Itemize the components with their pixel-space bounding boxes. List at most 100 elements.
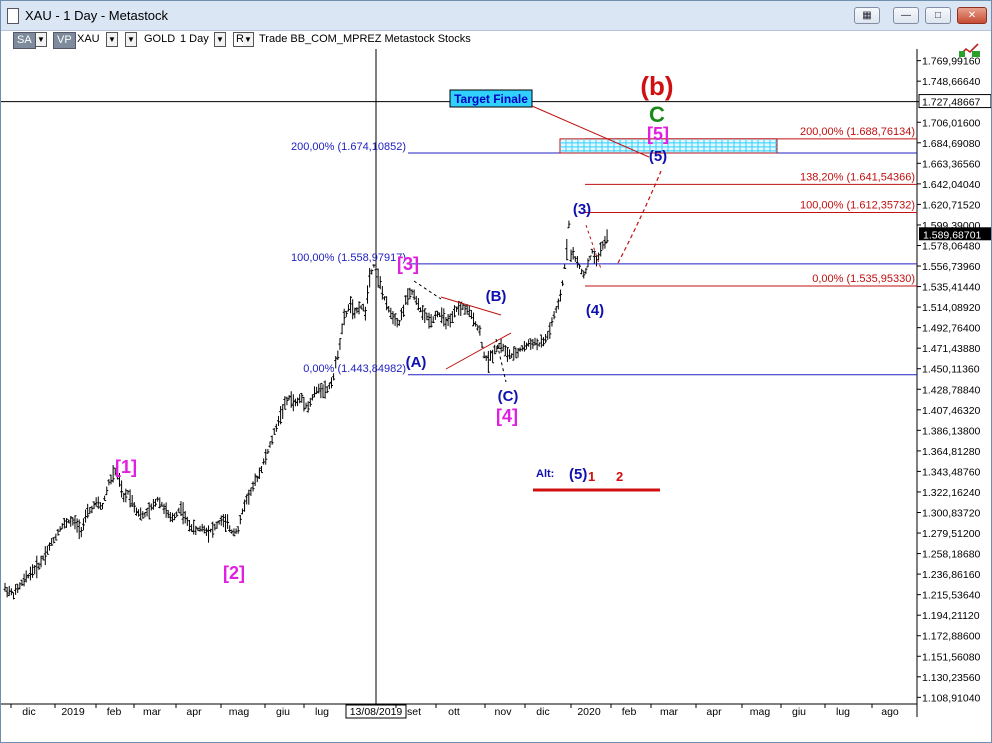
price-bar (344, 310, 348, 318)
price-bar (537, 342, 541, 347)
price-bar (60, 523, 64, 530)
price-bar (262, 458, 266, 465)
alt-num1-label: 1 (588, 469, 595, 484)
wave-label: (C) (498, 388, 519, 405)
x-tick-label: apr (186, 706, 202, 718)
price-bar (31, 564, 35, 578)
price-bar (378, 276, 382, 290)
price-bar (321, 384, 325, 399)
price-bar (474, 321, 478, 327)
wave-label: (b) (640, 71, 673, 101)
price-bar (359, 305, 363, 310)
price-bar (98, 502, 102, 510)
sa-dropdown-icon[interactable]: ▼ (35, 32, 47, 47)
price-bar (463, 304, 467, 315)
x-tick-label: feb (107, 706, 122, 718)
price-bar (544, 334, 548, 344)
restore-alt-button[interactable]: ▦ (854, 7, 880, 24)
price-bar (518, 347, 522, 352)
price-bar (306, 401, 310, 413)
name-dropdown-icon[interactable]: ▼ (125, 32, 137, 47)
price-bar (228, 525, 232, 533)
x-tick-label: ago (881, 706, 899, 718)
price-bar (366, 285, 370, 304)
price-bar (370, 269, 374, 275)
chart-tools-icon[interactable] (958, 41, 982, 59)
price-bar (580, 268, 584, 275)
price-bar (488, 350, 492, 361)
price-bar (304, 402, 308, 409)
y-tick-label: 1.642,04040 (922, 179, 981, 191)
price-bar (387, 306, 391, 313)
y-tick-label: 1.556,73960 (922, 261, 981, 273)
price-bar (289, 391, 293, 408)
period-dropdown-icon[interactable]: ▼ (214, 32, 226, 47)
price-bar (586, 258, 590, 268)
price-bar (300, 392, 304, 403)
price-chart[interactable]: 1.769,99160 1.748,66640 1.727,48667 1.706,0… (1, 49, 991, 741)
wave-label: (4) (586, 302, 604, 319)
wave-label: (B) (486, 288, 507, 305)
price-bar (421, 305, 425, 321)
price-bar (132, 502, 136, 513)
close-button[interactable]: ✕ (957, 7, 987, 24)
price-bar (399, 308, 403, 321)
price-bar (571, 247, 575, 260)
minimize-button[interactable]: — (893, 7, 919, 24)
price-bar (459, 301, 463, 317)
price-bar (385, 296, 389, 311)
price-bar (590, 248, 594, 254)
price-bar (334, 355, 338, 369)
price-bar (94, 497, 98, 507)
price-bar (563, 264, 567, 270)
price-bar (520, 345, 524, 352)
y-tick-label: 1.258,18680 (922, 549, 981, 561)
price-bar (64, 518, 68, 528)
x-tick-label: apr (706, 706, 722, 718)
maximize-button[interactable]: □ (925, 7, 951, 24)
price-bar (253, 473, 257, 487)
price-bar (124, 488, 128, 503)
price-bar (346, 304, 350, 312)
price-bar (349, 296, 353, 314)
price-bar (588, 255, 592, 261)
fib-level-label: 200,00% (1.674,10852) (291, 141, 406, 153)
symbol-dropdown-icon[interactable]: ▼ (106, 32, 118, 47)
y-tick-label: 1.172,88600 (922, 631, 981, 643)
price-bar (425, 312, 429, 321)
price-bar (249, 487, 253, 496)
x-tick-label: dic (22, 706, 35, 718)
vp-button[interactable]: VP (53, 32, 76, 49)
price-bar (582, 270, 586, 279)
wave-label: [4] (496, 406, 518, 426)
price-bar (404, 295, 408, 305)
price-bar (168, 511, 172, 523)
price-bar (444, 317, 448, 330)
sa-button[interactable]: SA (13, 32, 36, 49)
price-bar (527, 339, 531, 347)
price-bar (84, 509, 88, 523)
price-bar (45, 545, 49, 555)
price-bar (117, 473, 121, 487)
last-price-box (919, 227, 991, 241)
price-bar (3, 582, 7, 592)
price-bar (221, 514, 225, 528)
y-tick-label: 1.471,43880 (922, 343, 981, 355)
price-bar (510, 353, 514, 359)
x-tick-label: giu (792, 706, 806, 718)
price-bar (329, 377, 333, 389)
x-tick-label: nov (495, 706, 513, 718)
r-dropdown-icon[interactable]: ▼ (243, 32, 254, 47)
price-bar (18, 582, 22, 590)
price-bar (181, 502, 185, 525)
y-tick-label: 1.663,36560 (922, 158, 981, 170)
price-bar (22, 573, 26, 587)
price-bar (592, 251, 596, 265)
price-bar (374, 266, 378, 281)
projection-dashed-path (617, 170, 662, 264)
price-bar (179, 501, 183, 516)
y-tick-label: 1.450,11360 (922, 364, 980, 376)
price-bar (283, 396, 287, 410)
y-tick-label: 1.684,69080 (922, 138, 981, 150)
price-bar (408, 287, 412, 300)
